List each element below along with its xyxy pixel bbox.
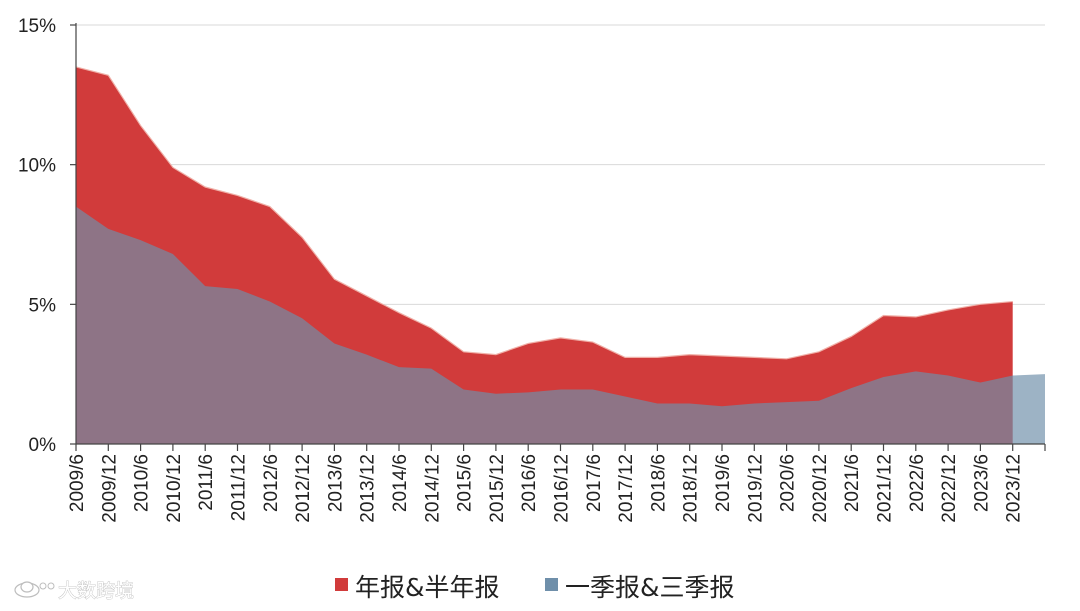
y-tick-label: 0%	[29, 435, 57, 456]
x-tick-label: 2013/12	[358, 454, 379, 523]
x-tick-label: 2018/12	[681, 454, 702, 523]
legend-item-quarterly-swatch	[545, 578, 558, 591]
y-tick-label: 5%	[29, 295, 57, 316]
x-tick-label: 2017/6	[584, 454, 605, 512]
x-tick-label: 2016/12	[552, 454, 573, 523]
axes	[70, 23, 1046, 451]
x-axis-labels: 2009/6 2009/12 2010/6 2010/12 2011/6 2011/12 2…	[67, 454, 1025, 523]
x-tick-label: 2022/12	[939, 454, 960, 523]
watermark-text: 大数跨境	[58, 580, 134, 602]
x-tick-label: 2015/12	[487, 454, 508, 523]
x-tick-label: 2016/6	[519, 454, 540, 512]
legend-item-quarterly-label: 一季报&三季报	[565, 573, 735, 602]
x-tick-label: 2009/6	[67, 454, 88, 512]
y-tick-label: 15%	[18, 16, 56, 37]
x-tick-label: 2011/12	[229, 454, 250, 521]
legend-item-annual-semiannual-swatch	[335, 578, 348, 591]
x-tick-label: 2019/12	[745, 454, 766, 523]
legend-item-annual-semiannual-label: 年报&半年报	[355, 573, 500, 602]
x-tick-label: 2012/12	[293, 454, 314, 523]
area-series-quarterly	[76, 206, 1045, 444]
y-tick-label: 10%	[18, 156, 56, 177]
watermark: 大数跨境	[14, 580, 134, 602]
x-tick-label: 2023/6	[971, 454, 992, 512]
x-tick-label: 2017/12	[616, 454, 637, 523]
x-tick-label: 2011/6	[196, 454, 217, 511]
ufo-logo-icon	[14, 581, 55, 598]
x-tick-label: 2020/6	[778, 454, 799, 512]
x-tick-label: 2018/6	[648, 454, 669, 512]
legend: 年报&半年报 一季报&三季报	[335, 573, 735, 602]
x-tick-label: 2020/12	[810, 454, 831, 523]
x-tick-label: 2019/6	[713, 454, 734, 512]
line-series-annual-semiannual	[75, 66, 1013, 360]
chart-areas	[75, 66, 1045, 445]
x-tick-label: 2013/6	[325, 454, 346, 512]
y-axis-labels: 0% 5% 10% 15%	[18, 16, 56, 456]
x-tick-label: 2022/6	[907, 454, 928, 512]
x-tick-label: 2014/6	[390, 454, 411, 512]
x-tick-label: 2015/6	[455, 454, 476, 512]
x-tick-label: 2014/12	[422, 454, 443, 523]
x-tick-label: 2012/6	[261, 454, 282, 512]
x-tick-label: 2021/6	[842, 454, 863, 512]
x-tick-label: 2009/12	[99, 454, 120, 523]
x-tick-label: 2010/6	[132, 454, 153, 512]
x-tick-label: 2023/12	[1004, 454, 1025, 523]
x-tick-label: 2010/12	[164, 454, 185, 523]
x-tick-label: 2021/12	[875, 454, 896, 523]
